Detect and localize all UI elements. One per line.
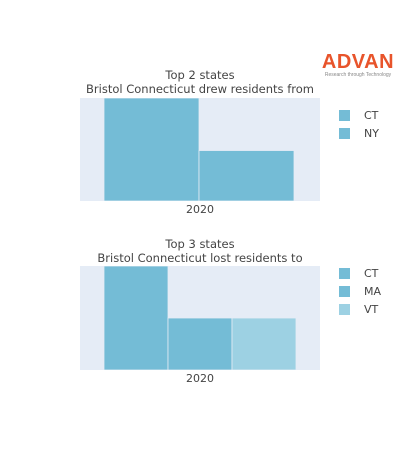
chart-2-legend-item-ct[interactable]: CT: [339, 264, 381, 282]
chart-2-bar-ct: [103, 266, 169, 370]
chart-2-title-block: Top 3 states Bristol Connecticut lost re…: [60, 237, 340, 265]
chart-2-x-tick: 2020: [186, 372, 214, 385]
logo-wordmark: ADVAN: [321, 51, 395, 73]
legend-swatch: [339, 303, 350, 315]
chart-1-title: Top 2 states: [165, 68, 235, 82]
chart-1-bar-ny: [198, 150, 295, 201]
legend-label: CT: [364, 108, 379, 122]
legend-swatch: [339, 109, 350, 121]
legend-label: CT: [364, 266, 379, 280]
chart-1-plot-area: [80, 98, 320, 201]
chart-1-legend-item-ct[interactable]: CT: [339, 106, 379, 124]
chart-2-legend-item-ma[interactable]: MA: [339, 282, 381, 300]
legend-label: NY: [364, 126, 379, 140]
chart-2-title: Top 3 states: [165, 237, 235, 251]
chart-1-legend: CT NY: [339, 106, 379, 142]
chart-1-title-block: Top 2 states Bristol Connecticut drew re…: [60, 68, 340, 96]
legend-swatch: [339, 285, 350, 297]
chart-2-bar-vt: [231, 317, 297, 370]
chart-2-bar-ma: [167, 317, 233, 370]
legend-swatch: [339, 267, 350, 279]
chart-2-svg: [103, 266, 297, 370]
legend-swatch: [339, 127, 350, 139]
chart-2-legend: CT MA VT: [339, 264, 381, 318]
chart-2-legend-item-vt[interactable]: VT: [339, 300, 381, 318]
advan-logo: ADVAN Research through Technology: [318, 52, 398, 79]
logo-tagline: Research through Technology: [324, 72, 392, 78]
chart-1-bar-ct: [103, 98, 200, 201]
legend-label: MA: [364, 284, 382, 298]
chart-2-plot-area: [80, 266, 320, 370]
chart-1-svg: [103, 98, 295, 201]
chart-1-x-tick: 2020: [186, 203, 214, 216]
chart-1-subtitle: Bristol Connecticut drew residents from: [86, 82, 314, 96]
legend-label: VT: [364, 302, 379, 316]
chart-2-subtitle: Bristol Connecticut lost residents to: [97, 251, 303, 265]
chart-1-legend-item-ny[interactable]: NY: [339, 124, 379, 142]
